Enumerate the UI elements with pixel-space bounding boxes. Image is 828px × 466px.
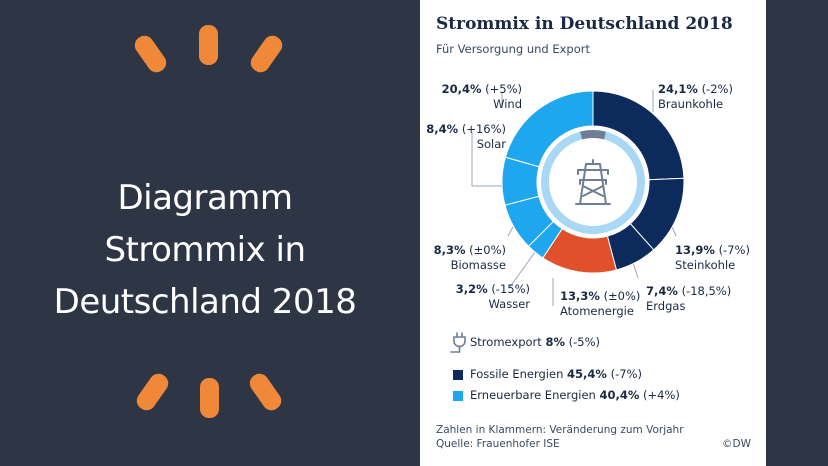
label-wind-value: 20,4% — [441, 82, 482, 96]
slide-title: Diagramm Strommix in Deutschland 2018 — [0, 172, 410, 328]
export-label-change: (-5%) — [568, 335, 600, 349]
decor-dash-top-middle — [199, 25, 218, 65]
legend-renewable-change: (+4%) — [643, 388, 680, 402]
chart-source: Quelle: Frauenhofer ISE — [436, 438, 560, 450]
export-label: Stromexport 8% (-5%) — [470, 335, 600, 349]
legend-swatch-renewable — [453, 391, 463, 401]
label-erdgas-change: (-18,5%) — [681, 284, 732, 298]
label-biomasse: 8,3% (±0%) Biomasse — [434, 243, 506, 273]
legend-fossil-change: (-7%) — [610, 367, 642, 381]
slide-title-line2: Strommix in Deutschland 2018 — [53, 230, 357, 322]
legend-renewable-name: Erneuerbare Energien — [470, 388, 596, 402]
label-wind-name: Wind — [493, 97, 522, 111]
label-solar-name: Solar — [476, 137, 506, 151]
legend-fossil-name: Fossile Energien — [470, 367, 564, 381]
label-braunkohle-value: 24,1% — [658, 82, 698, 96]
label-erdgas-value: 7,4% — [646, 284, 678, 298]
label-wasser: 3,2% (-15%) Wasser — [456, 282, 530, 312]
chart-title: Strommix in Deutschland 2018 — [436, 14, 733, 34]
legend-item-fossil: Fossile Energien 45,4% (-7%) — [470, 367, 642, 381]
label-braunkohle-change: (-2%) — [701, 82, 733, 96]
label-erdgas: 7,4% (-18,5%) Erdgas — [646, 284, 731, 314]
decor-dash-top-left — [131, 32, 170, 76]
label-biomasse-value: 8,3% — [433, 243, 466, 257]
legend-item-renewable: Erneuerbare Energien 40,4% (+4%) — [470, 388, 680, 402]
label-steinkohle-value: 13,9% — [675, 243, 715, 257]
label-atomenergie-name: Atomenergie — [560, 304, 634, 318]
power-plug-icon — [450, 332, 466, 353]
slice-wind — [504, 90, 594, 168]
label-wasser-change: (-15%) — [491, 282, 530, 296]
label-wasser-value: 3,2% — [455, 282, 488, 296]
label-atomenergie-change: (±0%) — [603, 289, 641, 303]
label-steinkohle: 13,9% (-7%) Steinkohle — [675, 243, 750, 273]
donut-slices — [501, 90, 685, 274]
chart-credit: ©DW — [722, 438, 751, 450]
label-solar-change: (+16%) — [461, 122, 506, 136]
label-biomasse-name: Biomasse — [450, 258, 506, 272]
label-wind-change: (+5%) — [485, 82, 522, 96]
power-pylon-icon — [575, 159, 611, 205]
decor-dash-top-right — [247, 32, 286, 76]
label-atomenergie-value: 13,3% — [560, 289, 600, 303]
legend-swatch-fossil — [453, 370, 463, 380]
decor-dash-bottom-right — [246, 370, 285, 414]
label-solar-value: 8,4% — [426, 122, 459, 136]
slide-title-line1: Diagramm — [117, 178, 293, 218]
chart-subtitle: Für Versorgung und Export — [436, 42, 590, 56]
label-wasser-name: Wasser — [488, 297, 530, 311]
label-biomasse-change: (±0%) — [469, 243, 506, 257]
chart-notes: Zahlen in Klammern: Veränderung zum Vorj… — [436, 424, 684, 436]
legend-fossil-value: 45,4% — [567, 367, 607, 381]
export-label-value: 8% — [545, 335, 565, 349]
donut-hole — [549, 138, 637, 226]
label-braunkohle-name: Braunkohle — [658, 97, 724, 111]
label-wind: 20,4% (+5%) Wind — [442, 82, 522, 112]
label-atomenergie: 13,3% (±0%) Atomenergie — [560, 289, 640, 319]
label-steinkohle-name: Steinkohle — [675, 258, 736, 272]
label-erdgas-name: Erdgas — [646, 299, 686, 313]
label-steinkohle-change: (-7%) — [718, 243, 750, 257]
decor-dash-bottom-middle — [200, 378, 219, 418]
decor-dash-bottom-left — [133, 370, 172, 414]
label-braunkohle: 24,1% (-2%) Braunkohle — [658, 82, 733, 112]
legend-renewable-value: 40,4% — [599, 388, 640, 402]
export-label-name: Stromexport — [470, 335, 542, 349]
label-solar: 8,4% (+16%) Solar — [426, 122, 506, 152]
donut-chart — [450, 90, 685, 353]
